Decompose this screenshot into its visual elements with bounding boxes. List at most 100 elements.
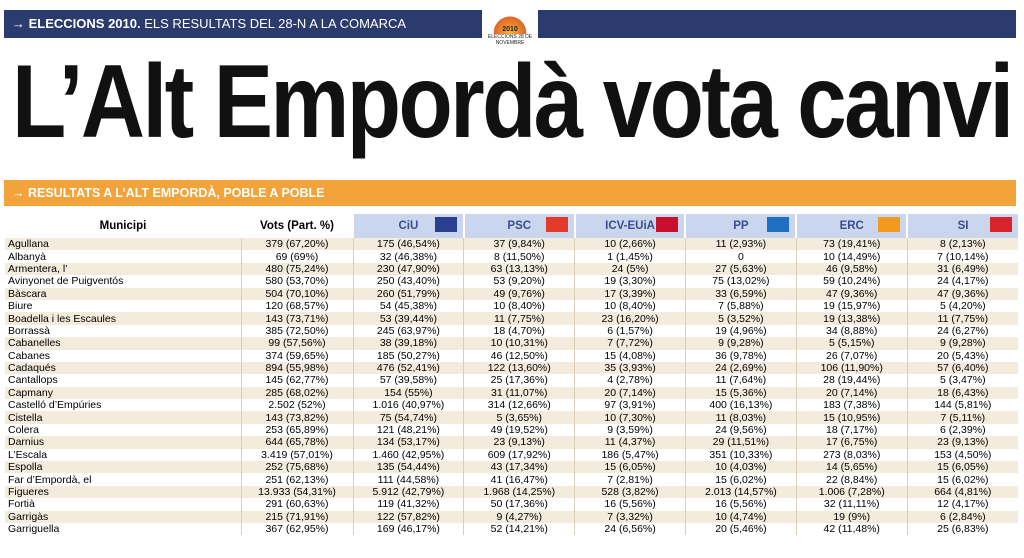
cell: 73 (19,41%) [795,238,908,251]
cell: 41 (16,47%) [463,473,575,486]
cell: 15 (6,05%) [574,461,686,474]
cell: 153 (4,50%) [906,448,1018,462]
cell: 121 (48,21%) [352,423,464,437]
cell: 37 (9,84%) [463,238,575,251]
table-row: Agullana 379 (67,20%) 175 (46,54%) 37 (9,84… [5,238,1018,251]
cell: 8 (11,50%) [463,250,575,263]
party-logo [656,217,679,232]
municipality: Colera [8,424,39,437]
cell: 8 (2,13%) [906,238,1018,251]
cell: 24 (2,69%) [684,361,797,375]
cell: 580 (53,70%) [240,275,353,288]
cell: 19 (9%) [795,510,908,523]
cell: 15 (6,02%) [906,473,1018,486]
cell: 38 (39,18%) [352,337,464,350]
cell: 99 (57,56%) [240,337,353,350]
cell: 18 (6,43%) [906,386,1018,400]
cell: 122 (13,60%) [463,361,575,375]
cell: 16 (5,56%) [684,498,797,511]
cell: 20 (7,14%) [795,386,908,400]
cell: 5 (3,52%) [684,312,797,325]
column-header: Vots (Part. %) [240,214,353,238]
cell: 291 (60,63%) [240,498,353,511]
cell: 22 (8,84%) [795,473,908,486]
municipality: Boadella i les Escaules [5,312,241,325]
cell: 894 (55,98%) [240,361,353,375]
cell: 609 (17,92%) [463,448,575,462]
cell: 1.968 (14,25%) [463,485,575,499]
municipality: L’Escala [8,448,48,461]
municipality: Espolla [5,461,241,474]
cell: 42 (11,48%) [795,522,908,536]
municipality: Castelló d’Empúries [8,399,102,412]
cell: 12 (4,17%) [906,498,1018,511]
cell: 230 (47,90%) [352,262,464,276]
cell: 3.419 (57,01%) [240,448,353,462]
cell: 27 (5,63%) [684,262,797,276]
municipality: Far d’Empordà, el [8,473,92,486]
cell: 17 (3,39%) [574,287,686,300]
cell: 186 (5,47%) [574,448,686,462]
cell: 10 (7,30%) [574,411,686,424]
party-logo [767,217,790,232]
table-row: Colera 253 (65,89%) 121 (48,21%) 49 (19,52%… [5,423,1018,437]
section-bar: → RESULTATS A L’ALT EMPORDÀ, POBLE A POB… [4,180,1016,206]
cell: 23 (9,13%) [906,436,1018,449]
cell: 9 (9,28%) [684,337,797,350]
cell: 1 (1,45%) [574,250,686,263]
cell: 644 (65,78%) [240,436,353,449]
top-subtitle: ELS RESULTATS DEL 28-N A LA COMARCA [144,16,407,31]
cell: 7 (10,14%) [906,250,1018,263]
cell: 69 (69%) [240,250,353,263]
cell: 32 (11,11%) [795,498,908,511]
logo-text: ELECCIONS 28 DE NOVEMBRE [482,34,538,46]
cell: 119 (41,32%) [352,498,464,511]
table-row: Fortià 291 (60,63%) 119 (41,32%) 50 (17,36%… [5,498,1018,511]
cell: 10 (4,03%) [684,461,797,474]
municipality: Cabanes [8,349,51,362]
cell: 9 (9,28%) [906,337,1018,350]
cell: 251 (62,13%) [240,473,353,486]
municipality: Cistella [5,411,241,424]
cell: 57 (39,58%) [352,374,464,387]
column-header: PP [684,214,797,238]
table-row: L’Escala 3.419 (57,01%) 1.460 (42,95%) 609 … [5,448,1018,462]
cell: 31 (11,07%) [463,386,575,400]
cell: 10 (8,40%) [574,299,686,313]
cell: 19 (13,38%) [795,312,908,325]
cell: 7 (5,88%) [684,299,797,313]
cell: 7 (2,81%) [574,473,686,486]
column-header: SI [906,214,1018,238]
cell: 9 (4,27%) [463,510,575,523]
cell: 43 (17,34%) [463,461,575,474]
column-header: ICV-EUiA [573,214,686,238]
municipality: Borrassà [8,324,51,337]
cell: 19 (3,30%) [574,275,686,288]
cell: 379 (67,20%) [240,238,353,251]
column-header: PSC [462,214,575,238]
municipality: Albanyà [8,250,46,263]
municipality: Darnius [5,436,241,449]
logo-year: 2010 [502,26,518,33]
cell: 1.006 (7,28%) [795,485,908,499]
cell: 0 [684,250,797,263]
cell: 24 (6,27%) [906,324,1018,338]
table-row: Capmany 285 (68,02%) 154 (55%) 31 (11,07%) 2… [5,386,1018,400]
cell: 19 (4,96%) [684,324,797,338]
cell: 7 (7,72%) [574,337,686,350]
municipality: Armentera, l’ [5,262,241,276]
cell: 31 (6,49%) [906,262,1018,276]
cell: 47 (9,36%) [795,287,908,300]
cell: 23 (16,20%) [574,312,686,325]
column-header: Municipi [4,214,241,238]
cell: 33 (6,59%) [684,287,797,300]
cell: 6 (2,84%) [906,510,1018,523]
table-row: Cabanes 374 (59,65%) 185 (50,27%) 46 (12,50… [5,349,1018,362]
cell: 480 (75,24%) [240,262,353,276]
cell: 120 (68,57%) [240,299,353,313]
cell: 250 (43,40%) [352,275,464,288]
cell: 26 (7,07%) [795,349,908,362]
headline: L’Alt Empordà vota canvi [12,44,1014,160]
cell: 17 (6,75%) [795,436,908,449]
cell: 252 (75,68%) [240,461,353,474]
